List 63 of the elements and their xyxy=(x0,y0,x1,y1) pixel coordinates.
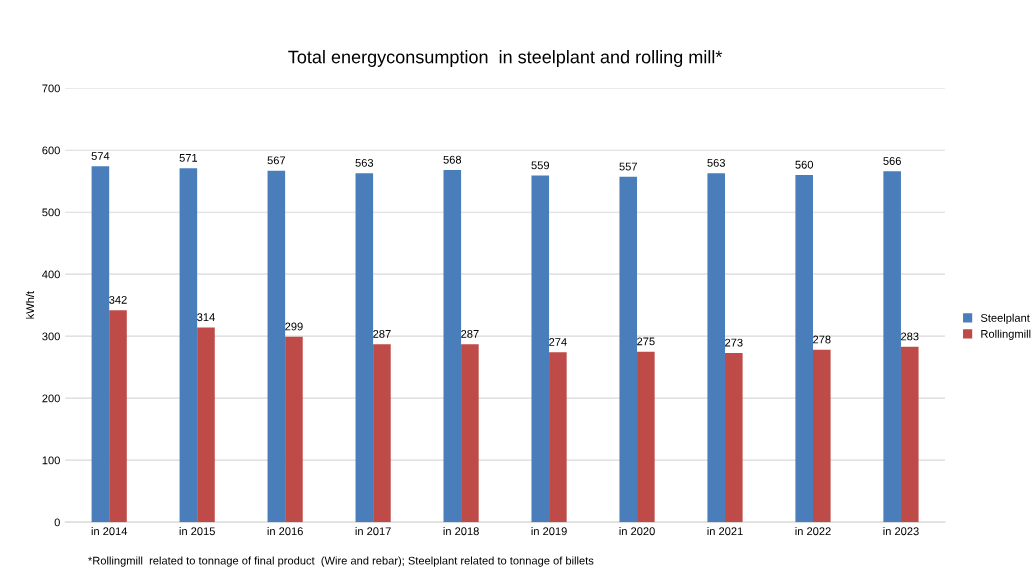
bar xyxy=(373,344,391,523)
x-tick-label: in 2018 xyxy=(443,527,479,536)
bar xyxy=(461,344,479,523)
x-tick-label: in 2017 xyxy=(355,527,391,536)
bar xyxy=(549,352,567,523)
y-tick-label: 100 xyxy=(42,456,60,465)
data-label: 273 xyxy=(725,338,743,347)
data-label: 278 xyxy=(813,335,831,344)
x-tick-label: in 2019 xyxy=(531,527,567,536)
bar xyxy=(795,174,813,523)
x-tick-label: in 2020 xyxy=(619,527,655,536)
x-tick-label: in 2015 xyxy=(179,527,215,536)
data-label: 342 xyxy=(109,295,127,304)
chart-title: Total energyconsumption in steelplant and rolling mill* xyxy=(288,50,723,67)
bar xyxy=(531,175,550,523)
bar xyxy=(285,336,303,523)
bar xyxy=(900,346,919,523)
data-label: 568 xyxy=(443,155,462,164)
data-label: 274 xyxy=(549,338,567,346)
y-tick-label: 300 xyxy=(42,332,60,341)
y-tick-label: 0 xyxy=(54,518,60,527)
data-label: 275 xyxy=(637,337,655,346)
bar xyxy=(267,170,286,523)
data-label: 287 xyxy=(461,330,479,338)
x-tick-label: in 2014 xyxy=(91,527,128,536)
data-label: 571 xyxy=(179,154,198,162)
data-label: 314 xyxy=(197,313,215,322)
data-label: 563 xyxy=(707,158,725,167)
bar xyxy=(619,176,638,523)
data-label: 299 xyxy=(285,322,303,331)
data-label: 557 xyxy=(619,162,637,171)
y-tick-label: 500 xyxy=(42,208,60,217)
bar xyxy=(443,170,462,523)
x-tick-label: in 2023 xyxy=(883,527,919,536)
bar xyxy=(179,168,198,523)
data-label: 283 xyxy=(901,332,919,341)
x-tick-label: in 2021 xyxy=(707,527,743,536)
y-axis-title: kWh/t xyxy=(25,291,35,319)
bar xyxy=(109,310,127,523)
data-label: 574 xyxy=(91,152,110,160)
bar xyxy=(725,352,743,523)
bar xyxy=(197,327,215,523)
bar xyxy=(637,351,655,523)
bar xyxy=(883,171,901,523)
y-tick-label: 600 xyxy=(42,146,60,155)
bar xyxy=(355,173,374,523)
bar xyxy=(707,173,726,523)
y-tick-label: 400 xyxy=(42,270,60,279)
y-tick-label: 700 xyxy=(42,84,60,93)
data-label: 560 xyxy=(795,160,814,169)
legend-label: Rollingmill xyxy=(981,329,1031,340)
bar xyxy=(812,349,831,523)
data-label: 559 xyxy=(531,161,550,170)
data-label: 566 xyxy=(883,157,901,165)
text: *Rollingmill related to tonnage of final product (Wire and rebar); Steelplant related to tonnage of billets xyxy=(88,556,594,567)
y-tick-label: 200 xyxy=(42,394,60,403)
data-label: 287 xyxy=(373,330,391,338)
data-label: 567 xyxy=(267,156,286,165)
x-tick-label: in 2016 xyxy=(267,527,303,536)
legend-label: Steelplant xyxy=(980,313,1030,325)
bar xyxy=(91,166,110,523)
x-tick-label: in 2022 xyxy=(795,527,831,536)
data-label: 563 xyxy=(355,158,374,167)
